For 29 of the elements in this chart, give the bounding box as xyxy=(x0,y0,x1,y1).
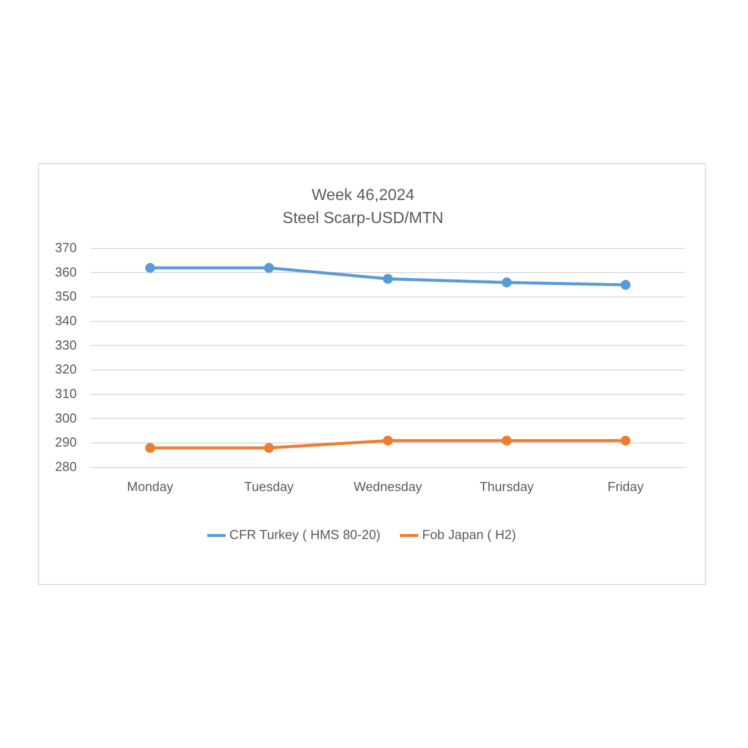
y-tick-label: 370 xyxy=(54,240,77,255)
y-tick-label: 340 xyxy=(54,312,77,328)
chart-subtitle: Steel Scarp-USD/MTN xyxy=(282,210,444,228)
point xyxy=(145,262,156,273)
point xyxy=(264,262,274,273)
chart-title: Week 46,2024 xyxy=(312,187,415,204)
y-tick-label: 280 xyxy=(54,458,77,474)
legend-label: Fob Japan ( H2) xyxy=(422,527,516,542)
y-tick-label: 300 xyxy=(54,410,77,426)
point xyxy=(382,274,393,284)
x-tick-label: Wednesday xyxy=(354,478,423,494)
y-tick-label: 360 xyxy=(54,264,77,280)
point xyxy=(145,442,156,453)
y-tick-label: 350 xyxy=(54,288,77,304)
point xyxy=(502,277,512,288)
point xyxy=(382,436,393,446)
point xyxy=(620,436,631,446)
y-tick-label: 310 xyxy=(54,386,77,401)
y-tick-label: 320 xyxy=(54,362,77,377)
point xyxy=(502,436,512,446)
y-tick-label: 330 xyxy=(54,337,77,352)
x-tick-label: Thursday xyxy=(480,478,534,494)
legend-label: CFR Turkey ( HMS 80-20) xyxy=(229,527,380,542)
point xyxy=(264,442,274,453)
x-tick-label: Tuesday xyxy=(244,478,294,494)
x-tick-label: Monday xyxy=(126,478,174,494)
x-tick-label: Friday xyxy=(608,478,644,494)
point xyxy=(620,280,631,290)
y-tick-label: 290 xyxy=(54,434,77,450)
